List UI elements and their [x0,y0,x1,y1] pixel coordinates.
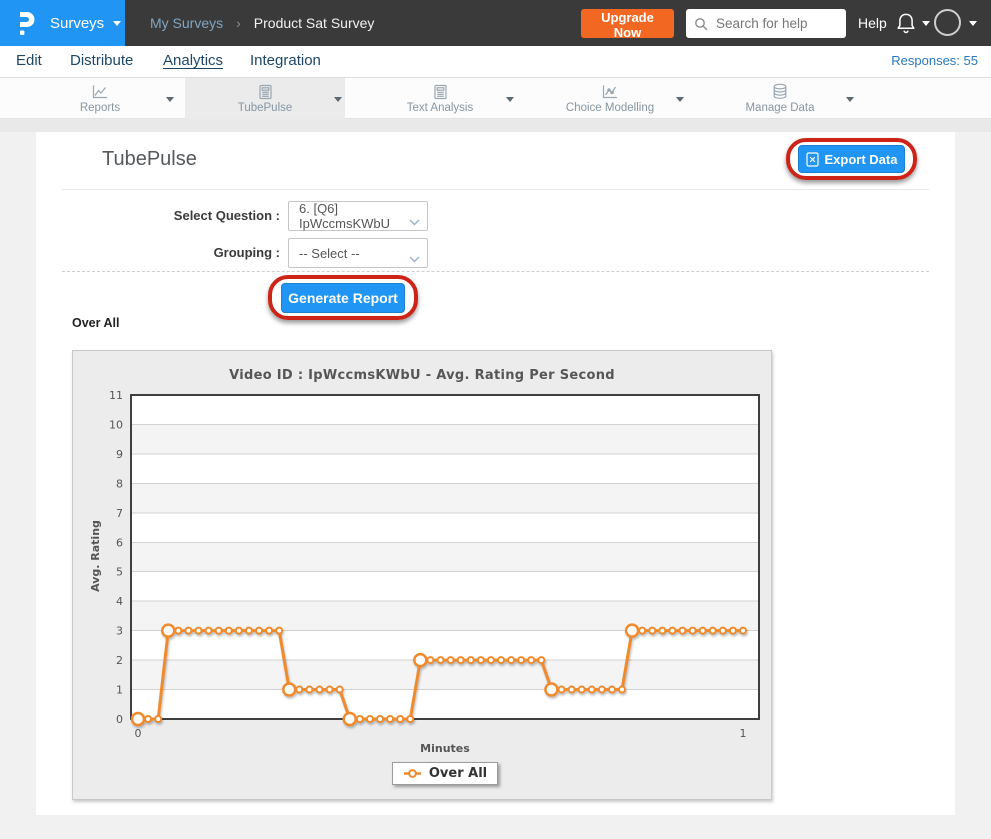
svg-text:1: 1 [740,727,747,740]
select-question-label: Select Question : [173,208,280,223]
tubepulse-panel: TubePulse Export Data Select Question : … [36,132,955,815]
x-axis-label: Minutes [420,742,470,755]
page-title: TubePulse [102,148,197,170]
report-doc-icon [258,84,273,100]
svg-text:6: 6 [116,536,123,549]
upgrade-now-button[interactable]: Upgrade Now [581,9,674,40]
nav-item-integration[interactable]: Integration [250,52,321,69]
tubepulse-dropdown-caret-icon[interactable] [334,97,342,102]
nav-item-analytics[interactable]: Analytics [163,52,224,69]
bell-dropdown-caret-icon[interactable] [922,21,930,26]
survey-nav: Edit Distribute Analytics Integration Re… [0,46,991,78]
svg-text:9: 9 [116,448,123,461]
tab-text-analysis[interactable]: Text Analysis [375,78,505,119]
breadcrumb-my-surveys[interactable]: My Surveys [150,15,224,31]
legend-row: Over All [131,762,759,785]
notifications-bell-icon[interactable] [894,11,918,36]
nav-item-edit[interactable]: Edit [16,52,42,69]
svg-text:0: 0 [116,713,123,726]
help-link[interactable]: Help [858,15,887,31]
tab-label: Reports [79,101,121,114]
svg-text:3: 3 [116,625,123,638]
tab-manage-data[interactable]: Manage Data [715,78,845,119]
heading-divider [62,189,929,190]
form-divider [62,271,929,272]
tab-label: Text Analysis [406,101,474,114]
export-button-label: Export Data [824,151,898,167]
top-bar: Surveys My Surveys › Product Sat Survey … [0,0,991,46]
responses-count[interactable]: Responses: 55 [891,53,978,68]
chevron-down-icon [409,251,420,266]
chevron-down-icon [409,214,420,229]
tab-label: Manage Data [745,102,815,114]
grouping-select-value: -- Select -- [299,245,360,261]
text-analysis-dropdown-caret-icon[interactable] [506,97,514,102]
tab-label: TubePulse [237,101,293,114]
questionpro-logo-icon [15,10,37,36]
line-chart-icon [91,84,109,100]
nav-item-distribute[interactable]: Distribute [70,52,134,69]
legend-marker-icon [403,768,422,779]
breadcrumb-current-survey: Product Sat Survey [253,15,375,31]
product-switcher[interactable]: Surveys [0,0,125,46]
breadcrumb: My Surveys › Product Sat Survey [150,0,374,46]
generate-highlight-annotation: Generate Report [268,275,418,320]
svg-text:4: 4 [116,595,123,608]
svg-text:0: 0 [135,727,142,740]
legend-label: Over All [428,766,488,781]
legend-over-all[interactable]: Over All [391,762,499,785]
svg-text:2: 2 [116,654,123,667]
chevron-down-icon [113,20,122,26]
report-tabstrip: Reports TubePulse Text Analysis [0,78,991,119]
question-select-value: 6. [Q6] IpWccmsKWbU [299,201,390,231]
svg-text:1: 1 [116,684,123,697]
avatar-dropdown-caret-icon[interactable] [969,21,977,26]
svg-text:7: 7 [116,507,123,520]
svg-text:8: 8 [116,477,123,490]
y-axis-label: Avg. Rating [89,520,102,592]
tab-tubepulse[interactable]: TubePulse [185,78,345,119]
divider-band [0,119,991,132]
breadcrumb-separator-icon: › [236,15,241,31]
section-label: Over All [72,316,120,330]
report-doc-icon [433,84,448,100]
question-select[interactable]: 6. [Q6] IpWccmsKWbU [288,201,428,231]
choice-modelling-dropdown-caret-icon[interactable] [676,97,684,102]
grouping-select[interactable]: -- Select -- [288,238,428,268]
export-highlight-annotation: Export Data [786,138,917,180]
generate-report-button[interactable]: Generate Report [281,282,405,313]
app-menu-label: Surveys [50,14,105,32]
rating-line-chart: 0 1 2 3 4 5 6 7 8 9 10 11 0 1 [109,389,760,740]
svg-text:10: 10 [109,418,123,431]
export-data-button[interactable]: Export Data [798,145,905,173]
chart-title: Video ID : IpWccmsKWbU - Avg. Rating Per… [229,368,615,383]
user-avatar[interactable] [934,9,961,36]
tab-reports[interactable]: Reports [35,78,165,119]
database-icon [772,83,788,100]
excel-file-icon [805,151,819,167]
grouping-label: Grouping : [213,245,280,260]
rating-chart-panel: Video ID : IpWccmsKWbU - Avg. Rating Per… [72,350,772,800]
svg-text:5: 5 [116,566,123,579]
search-input[interactable] [714,15,838,32]
reports-dropdown-caret-icon[interactable] [166,97,174,102]
scatter-chart-icon [601,84,619,100]
tab-label: Choice Modelling [565,101,655,114]
tab-choice-modelling[interactable]: Choice Modelling [545,78,675,119]
help-search-box[interactable] [686,9,846,38]
manage-data-dropdown-caret-icon[interactable] [846,97,854,102]
svg-text:11: 11 [109,389,123,402]
search-icon [694,17,708,31]
